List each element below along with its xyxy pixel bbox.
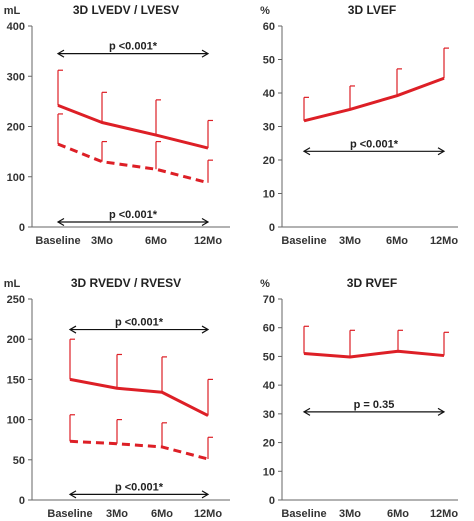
x-tick-label: Baseline	[281, 508, 326, 520]
y-tick-label: 40	[263, 88, 275, 100]
p-value-label: p <0.001*	[115, 317, 164, 329]
x-tick-label: 3Mo	[91, 235, 113, 247]
x-tick-label: 6Mo	[386, 235, 408, 247]
arrow-right-icon	[201, 490, 210, 499]
arrow-left-icon	[56, 217, 65, 226]
y-tick-label: 10	[263, 189, 275, 201]
arrow-right-icon	[437, 407, 446, 416]
y-tick-label: 0	[19, 222, 25, 234]
x-tick-label: Baseline	[281, 235, 326, 247]
chart-title: 3D LVEDV / LVESV	[73, 3, 179, 17]
x-tick-label: 3Mo	[106, 508, 128, 520]
y-tick-label: 60	[263, 323, 275, 335]
y-tick-label: 50	[13, 455, 25, 467]
y-tick-label: 10	[263, 466, 275, 478]
y-tick-label: 40	[263, 380, 275, 392]
y-tick-label: 200	[7, 122, 25, 134]
arrow-right-icon	[437, 147, 446, 156]
x-tick-label: 3Mo	[339, 235, 361, 247]
y-tick-label: 100	[7, 172, 25, 184]
chart-title: 3D RVEF	[347, 276, 397, 290]
x-tick-label: 6Mo	[387, 508, 409, 520]
y-tick-label: 60	[263, 21, 275, 33]
y-tick-label: 100	[7, 415, 25, 427]
arrow-right-icon	[201, 217, 210, 226]
p-value-label: p <0.001*	[350, 138, 399, 150]
y-tick-label: 0	[19, 495, 25, 507]
y-tick-label: 30	[263, 409, 275, 421]
arrow-right-icon	[201, 49, 210, 58]
y-tick-label: 200	[7, 334, 25, 346]
chart-rvedv-rvesv: 3D RVEDV / RVESV mL 0 50 100 150 200 250 Baselin…	[4, 276, 230, 520]
x-tick-label: 3Mo	[339, 508, 361, 520]
arrow-left-icon	[68, 325, 77, 334]
x-tick-label: 12Mo	[194, 508, 222, 520]
arrow-right-icon	[201, 325, 210, 334]
p-value-label: p <0.001*	[109, 41, 158, 53]
x-tick-label: 12Mo	[430, 508, 458, 520]
chart-title: 3D LVEF	[348, 3, 396, 17]
y-tick-label: 0	[269, 222, 275, 234]
y-tick-label: 250	[7, 294, 25, 306]
y-tick-label: 70	[263, 294, 275, 306]
y-tick-label: 20	[263, 155, 275, 167]
series-line-solid	[57, 103, 209, 150]
y-tick-label: 30	[263, 122, 275, 134]
x-tick-label: 6Mo	[151, 508, 173, 520]
chart-rvef: 3D RVEF% 0 10 20 30 40 50 60 70 Baseline 3Mo 6Mo 12M…	[260, 276, 458, 520]
chart-lvef: 3D LVEF% 0 10 20 30 40 50 60 Baseline 3Mo 6Mo 12Mo p…	[260, 3, 458, 247]
series-line-solid	[303, 76, 445, 123]
p-value-label: p <0.001*	[109, 209, 158, 221]
unit-label: %	[260, 5, 270, 17]
y-tick-label: 20	[263, 438, 275, 450]
y-tick-label: 400	[7, 21, 25, 33]
y-tick-label: 50	[263, 351, 275, 363]
unit-label: mL	[4, 278, 21, 290]
arrow-left-icon	[56, 49, 65, 58]
series-line-solid	[303, 349, 445, 359]
arrow-left-icon	[302, 407, 311, 416]
y-tick-label: 300	[7, 71, 25, 83]
x-tick-label: Baseline	[35, 235, 80, 247]
x-tick-label: Baseline	[47, 508, 92, 520]
x-tick-label: 6Mo	[145, 235, 167, 247]
y-tick-label: 150	[7, 374, 25, 386]
y-tick-label: 50	[263, 55, 275, 67]
arrow-left-icon	[68, 490, 77, 499]
unit-label: mL	[4, 5, 21, 17]
unit-label: %	[260, 278, 270, 290]
chart-lvedv-lvesv: 3D LVEDV / LVESV mL 0 100 200 300 400 Baseline 3…	[4, 3, 230, 247]
series-line-dashed	[57, 142, 209, 185]
series-line-solid	[69, 377, 209, 417]
p-value-label: p <0.001*	[115, 481, 164, 493]
p-value-label: p = 0.35	[354, 399, 395, 411]
series-line-dashed	[69, 439, 209, 461]
x-tick-label: 12Mo	[194, 235, 222, 247]
x-tick-label: 12Mo	[430, 235, 458, 247]
chart-title: 3D RVEDV / RVESV	[71, 276, 181, 290]
arrow-left-icon	[302, 147, 311, 156]
y-tick-label: 0	[269, 495, 275, 507]
